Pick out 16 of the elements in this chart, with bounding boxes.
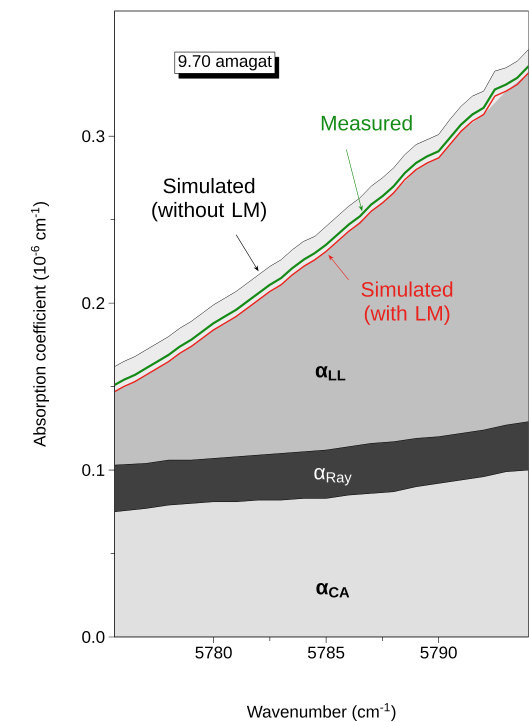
y-tick-label: 0.0 [82,631,105,643]
text: Simulated (with LM) [362,281,452,325]
y-tick-label: 0.1 [82,464,104,476]
y-tick-label: 0.3 [82,130,105,142]
x-tick-label: 5780 [196,646,232,659]
x-axis-title: Wavenumber (cm$^{-1}$) [247,703,396,722]
annotation: 9.70 amagat [178,55,272,70]
x-tick-label: 5790 [420,646,457,659]
x-tick-label: 5785 [308,646,344,659]
series-label: α$_{Ray}$ [314,468,352,486]
y-tick-label: 0.2 [82,297,104,310]
series-label: α$_{CA}$ [316,583,350,598]
y-axis-title: Absorption coefficient (10$^{-6}$ cm$^{-1}$) [31,202,50,447]
series-label: Measured [322,115,412,131]
series-label: Simulated (without LM) [152,178,266,222]
series-label: α$_{LL}$ [316,366,346,380]
